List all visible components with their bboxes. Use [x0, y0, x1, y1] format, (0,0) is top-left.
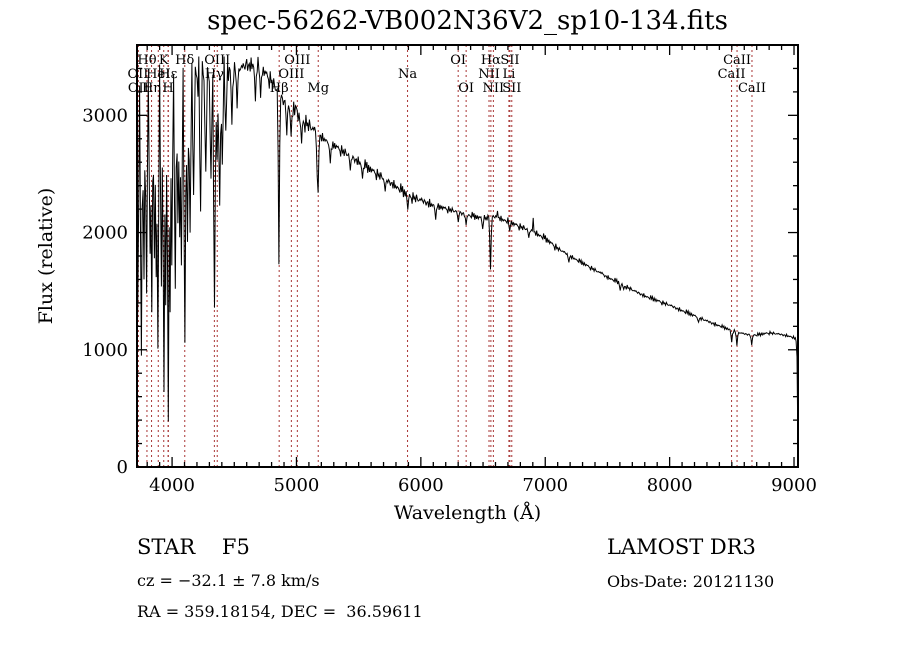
spectral-marker-label: OIII — [204, 53, 230, 68]
x-axis-title: Wavelength (Å) — [394, 502, 541, 524]
spectrum-line — [136, 56, 799, 447]
spectral-marker-label: OII — [128, 67, 149, 82]
x-tick-label: 8000 — [647, 475, 693, 496]
spectral-marker-label: OI — [450, 53, 466, 68]
y-axis-title: Flux (relative) — [35, 188, 57, 325]
obs-date-label: Obs-Date: 20121130 — [607, 572, 775, 591]
spectral-marker-label: Li — [503, 67, 516, 82]
axis-frame — [136, 44, 799, 468]
spectral-marker-label: Hγ — [205, 67, 224, 82]
x-tick-label: 9000 — [771, 475, 817, 496]
spectral-marker-label: SII — [500, 53, 519, 68]
spectral-marker-label: OIII — [278, 67, 304, 82]
x-tick-label: 4000 — [149, 475, 195, 496]
x-tick-label: 6000 — [398, 475, 444, 496]
spectral-marker-label: OIII — [284, 53, 310, 68]
spectral-marker-label: H — [162, 81, 173, 96]
spectral-marker-label: CaII — [738, 81, 766, 96]
spectral-marker-label: HeI — [146, 67, 170, 82]
spectral-marker-label: OI — [458, 81, 474, 96]
y-tick-label: 3000 — [82, 105, 128, 126]
y-tick-label: 0 — [117, 457, 128, 478]
spectral-marker-label: Mg — [307, 81, 329, 96]
x-tick-label: 7000 — [522, 475, 568, 496]
spectral-marker-label: Hη — [142, 81, 161, 96]
spectral-marker-label: Hα — [481, 53, 501, 68]
y-tick-label: 1000 — [82, 340, 128, 361]
spectral-marker-label: SII — [502, 81, 521, 96]
spectral-marker-label: Hθ — [137, 53, 156, 68]
y-tick-label: 2000 — [82, 223, 128, 244]
plot-title: spec-56262-VB002N36V2_sp10-134.fits — [207, 6, 728, 36]
spectral-marker-label: Hε — [159, 67, 177, 82]
ra-dec-label: RA = 359.18154, DEC = 36.59611 — [137, 602, 423, 621]
spectral-marker-label: NII — [478, 67, 500, 82]
spectrum-chart: 4000 5000 6000 7000 8000 9000 0 1000 2000 3000 Hθ K… — [35, 44, 817, 524]
radial-velocity-label: cz = −32.1 ± 7.8 km/s — [137, 571, 320, 590]
spectral-marker-label: CaII — [718, 67, 746, 82]
spectral-marker-label: K — [159, 53, 169, 68]
spectral-marker-label: Na — [398, 67, 417, 82]
spectral-marker-label: CaII — [723, 53, 751, 68]
x-tick-label: 5000 — [274, 475, 320, 496]
spectral-marker-label: Hδ — [175, 53, 194, 68]
spectral-marker-label: Hβ — [270, 81, 289, 96]
survey-release-label: LAMOST DR3 — [607, 535, 756, 559]
object-class-label: STAR F5 — [137, 535, 250, 559]
spectral-marker-label: NII — [483, 81, 505, 96]
spectral-marker-label: OII — [128, 81, 149, 96]
